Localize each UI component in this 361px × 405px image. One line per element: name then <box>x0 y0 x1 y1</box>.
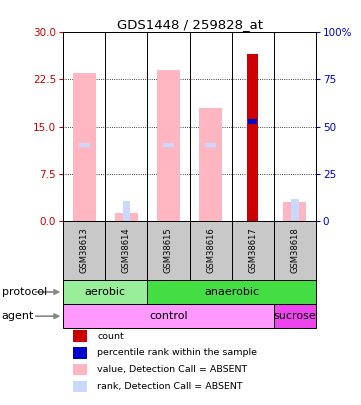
Bar <box>73 347 87 359</box>
Text: aerobic: aerobic <box>85 287 126 297</box>
Text: control: control <box>149 311 188 321</box>
Title: GDS1448 / 259828_at: GDS1448 / 259828_at <box>117 18 262 31</box>
Bar <box>291 199 299 221</box>
Bar <box>274 304 316 328</box>
Bar <box>73 330 87 342</box>
Bar <box>163 143 174 147</box>
Bar <box>247 54 258 221</box>
Bar <box>63 280 147 304</box>
Text: value, Detection Call = ABSENT: value, Detection Call = ABSENT <box>97 365 248 374</box>
Bar <box>232 221 274 280</box>
Bar <box>73 381 87 392</box>
Bar <box>63 304 274 328</box>
Text: GSM38617: GSM38617 <box>248 228 257 273</box>
Bar <box>199 108 222 221</box>
Text: percentile rank within the sample: percentile rank within the sample <box>97 348 257 357</box>
Text: anaerobic: anaerobic <box>204 287 259 297</box>
Text: agent: agent <box>2 311 34 321</box>
Bar <box>73 73 96 221</box>
Bar <box>115 213 138 221</box>
Bar <box>73 364 87 375</box>
Text: count: count <box>97 332 124 341</box>
Text: GSM38616: GSM38616 <box>206 228 215 273</box>
Text: GSM38613: GSM38613 <box>80 228 89 273</box>
Bar <box>283 202 306 221</box>
Bar <box>274 221 316 280</box>
Text: GSM38618: GSM38618 <box>290 228 299 273</box>
Text: sucrose: sucrose <box>273 311 316 321</box>
Text: GSM38614: GSM38614 <box>122 228 131 273</box>
Bar <box>157 70 180 221</box>
Bar <box>205 143 216 147</box>
Bar <box>190 221 232 280</box>
Bar <box>105 221 147 280</box>
Text: GSM38615: GSM38615 <box>164 228 173 273</box>
Bar <box>147 280 316 304</box>
Text: rank, Detection Call = ABSENT: rank, Detection Call = ABSENT <box>97 382 243 391</box>
Bar <box>147 221 190 280</box>
Text: protocol: protocol <box>2 287 47 297</box>
Bar <box>248 119 257 124</box>
Bar <box>122 200 130 221</box>
Bar <box>79 143 90 147</box>
Bar <box>63 221 105 280</box>
